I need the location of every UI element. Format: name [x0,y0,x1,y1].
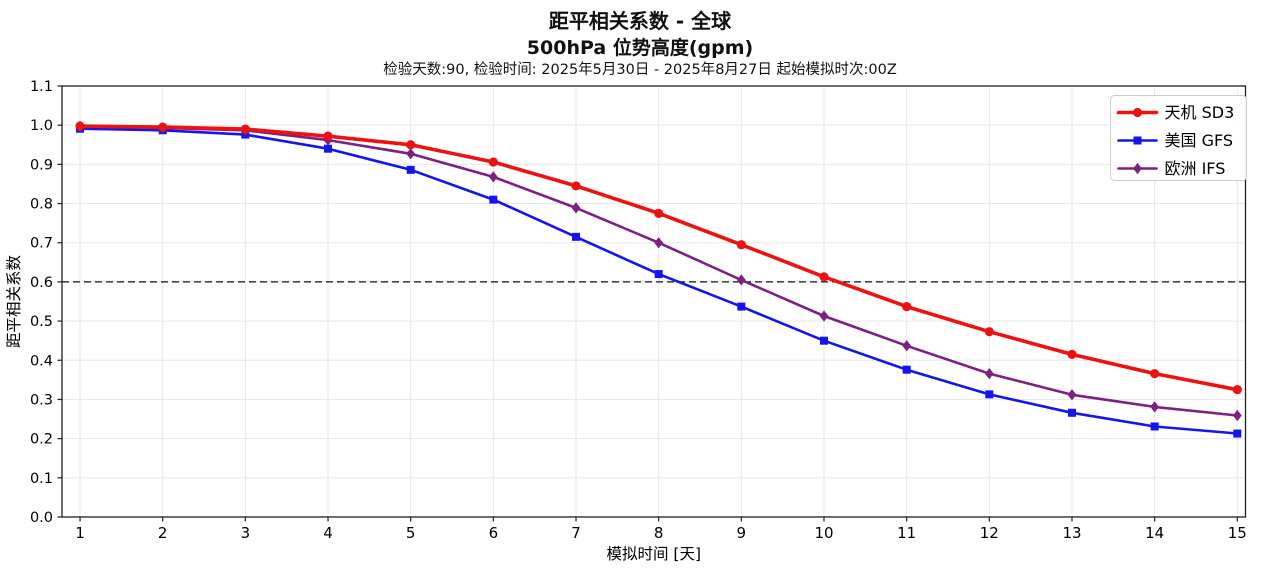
y-tick-label: 0.9 [30,157,53,173]
marker-diamond [1067,389,1077,401]
marker-circle [240,124,250,134]
legend-label: 天机 SD3 [1165,103,1235,122]
marker-diamond [984,367,994,380]
x-tick-label: 7 [571,524,581,542]
marker-square [737,302,746,311]
marker-square [654,270,663,279]
marker-square [819,336,828,345]
marker-diamond [1150,401,1160,413]
marker-circle [571,181,581,191]
marker-circle [1132,107,1143,118]
legend-item: 天机 SD3 [1116,103,1235,122]
series-tianji-sd3 [75,121,1242,395]
marker-circle [736,240,746,250]
chart-title: 距平相关系数 - 全球 [548,9,732,33]
marker-diamond [488,171,498,183]
marker-circle [1232,385,1242,395]
y-tick-label: 1.1 [30,79,53,95]
x-axis-label: 模拟时间 [天] [606,545,701,563]
chart-titles: 距平相关系数 - 全球 500hPa 位势高度(gpm) 检验天数:90, 检验… [0,7,1280,80]
y-tick-label: 0.8 [30,197,53,213]
series-europe-ifs [75,120,1242,422]
x-tick-label: 13 [1062,524,1081,542]
chart-info-line: 检验天数:90, 检验时间: 2025年5月30日 - 2025年8月27日 起… [383,62,897,78]
x-tick-label: 6 [489,524,499,542]
marker-diamond [654,237,664,249]
marker-circle [654,208,664,218]
x-tick-label: 10 [814,524,833,542]
marker-circle [1150,368,1160,379]
y-tick-label: 0.5 [30,314,53,330]
marker-circle [323,131,333,141]
y-tick-label: 0.0 [30,510,53,526]
marker-diamond [571,202,581,214]
tick-labels: 1 2 3 4 5 6 7 8 9 10 11 12 13 14 150.00.10.20.30.40.50… [30,79,1247,542]
x-tick-label: 4 [323,524,333,542]
marker-square [572,232,581,241]
chart-subtitle: 500hPa 位势高度(gpm) [526,37,754,59]
x-tick-label: 2 [158,524,168,542]
marker-square [1133,136,1142,145]
marker-square [1150,422,1159,431]
marker-circle [819,272,829,282]
x-tick-label: 5 [406,524,416,542]
marker-circle [158,122,168,132]
y-tick-label: 0.6 [30,275,53,291]
x-tick-label: 1 [75,524,85,542]
plot-border [61,85,1247,518]
y-tick-label: 0.2 [30,432,53,448]
marker-square [489,195,498,204]
x-tick-label: 14 [1145,524,1164,542]
x-tick-label: 15 [1228,524,1247,542]
marker-circle [488,157,498,167]
legend: 天机 SD3 美国 GFS 欧洲 IFS [1110,95,1247,181]
legend-item: 美国 GFS [1117,131,1234,150]
tick-marks [57,85,1238,522]
marker-circle [902,301,912,312]
marker-square [902,365,911,374]
marker-diamond [1232,409,1242,422]
marker-diamond [902,340,912,352]
legend-label: 美国 GFS [1165,131,1234,150]
legend-box [1110,95,1247,181]
marker-circle [984,327,994,337]
marker-diamond [736,274,746,286]
marker-square [1067,408,1076,417]
marker-diamond [819,310,829,322]
marker-circle [406,140,416,150]
y-tick-label: 0.4 [30,353,53,369]
x-tick-label: 9 [737,524,747,542]
x-tick-label: 12 [980,524,999,542]
marker-square [1233,429,1242,438]
y-tick-label: 0.3 [30,392,53,408]
y-axis-label: 距平相关系数 [5,255,23,349]
y-tick-label: 1.0 [30,118,53,134]
grid-lines [62,85,1246,518]
x-tick-label: 8 [654,524,664,542]
y-tick-label: 0.7 [30,236,53,252]
marker-diamond [406,148,416,160]
x-tick-label: 11 [897,524,916,542]
marker-square [985,390,994,399]
marker-square [324,144,333,153]
marker-circle [75,121,85,131]
legend-label: 欧洲 IFS [1165,159,1226,178]
legend-item: 欧洲 IFS [1117,159,1226,178]
marker-circle [1067,349,1077,359]
x-tick-label: 3 [241,524,251,542]
marker-diamond [1133,162,1142,175]
marker-square [406,165,415,174]
y-tick-label: 0.1 [30,471,53,487]
